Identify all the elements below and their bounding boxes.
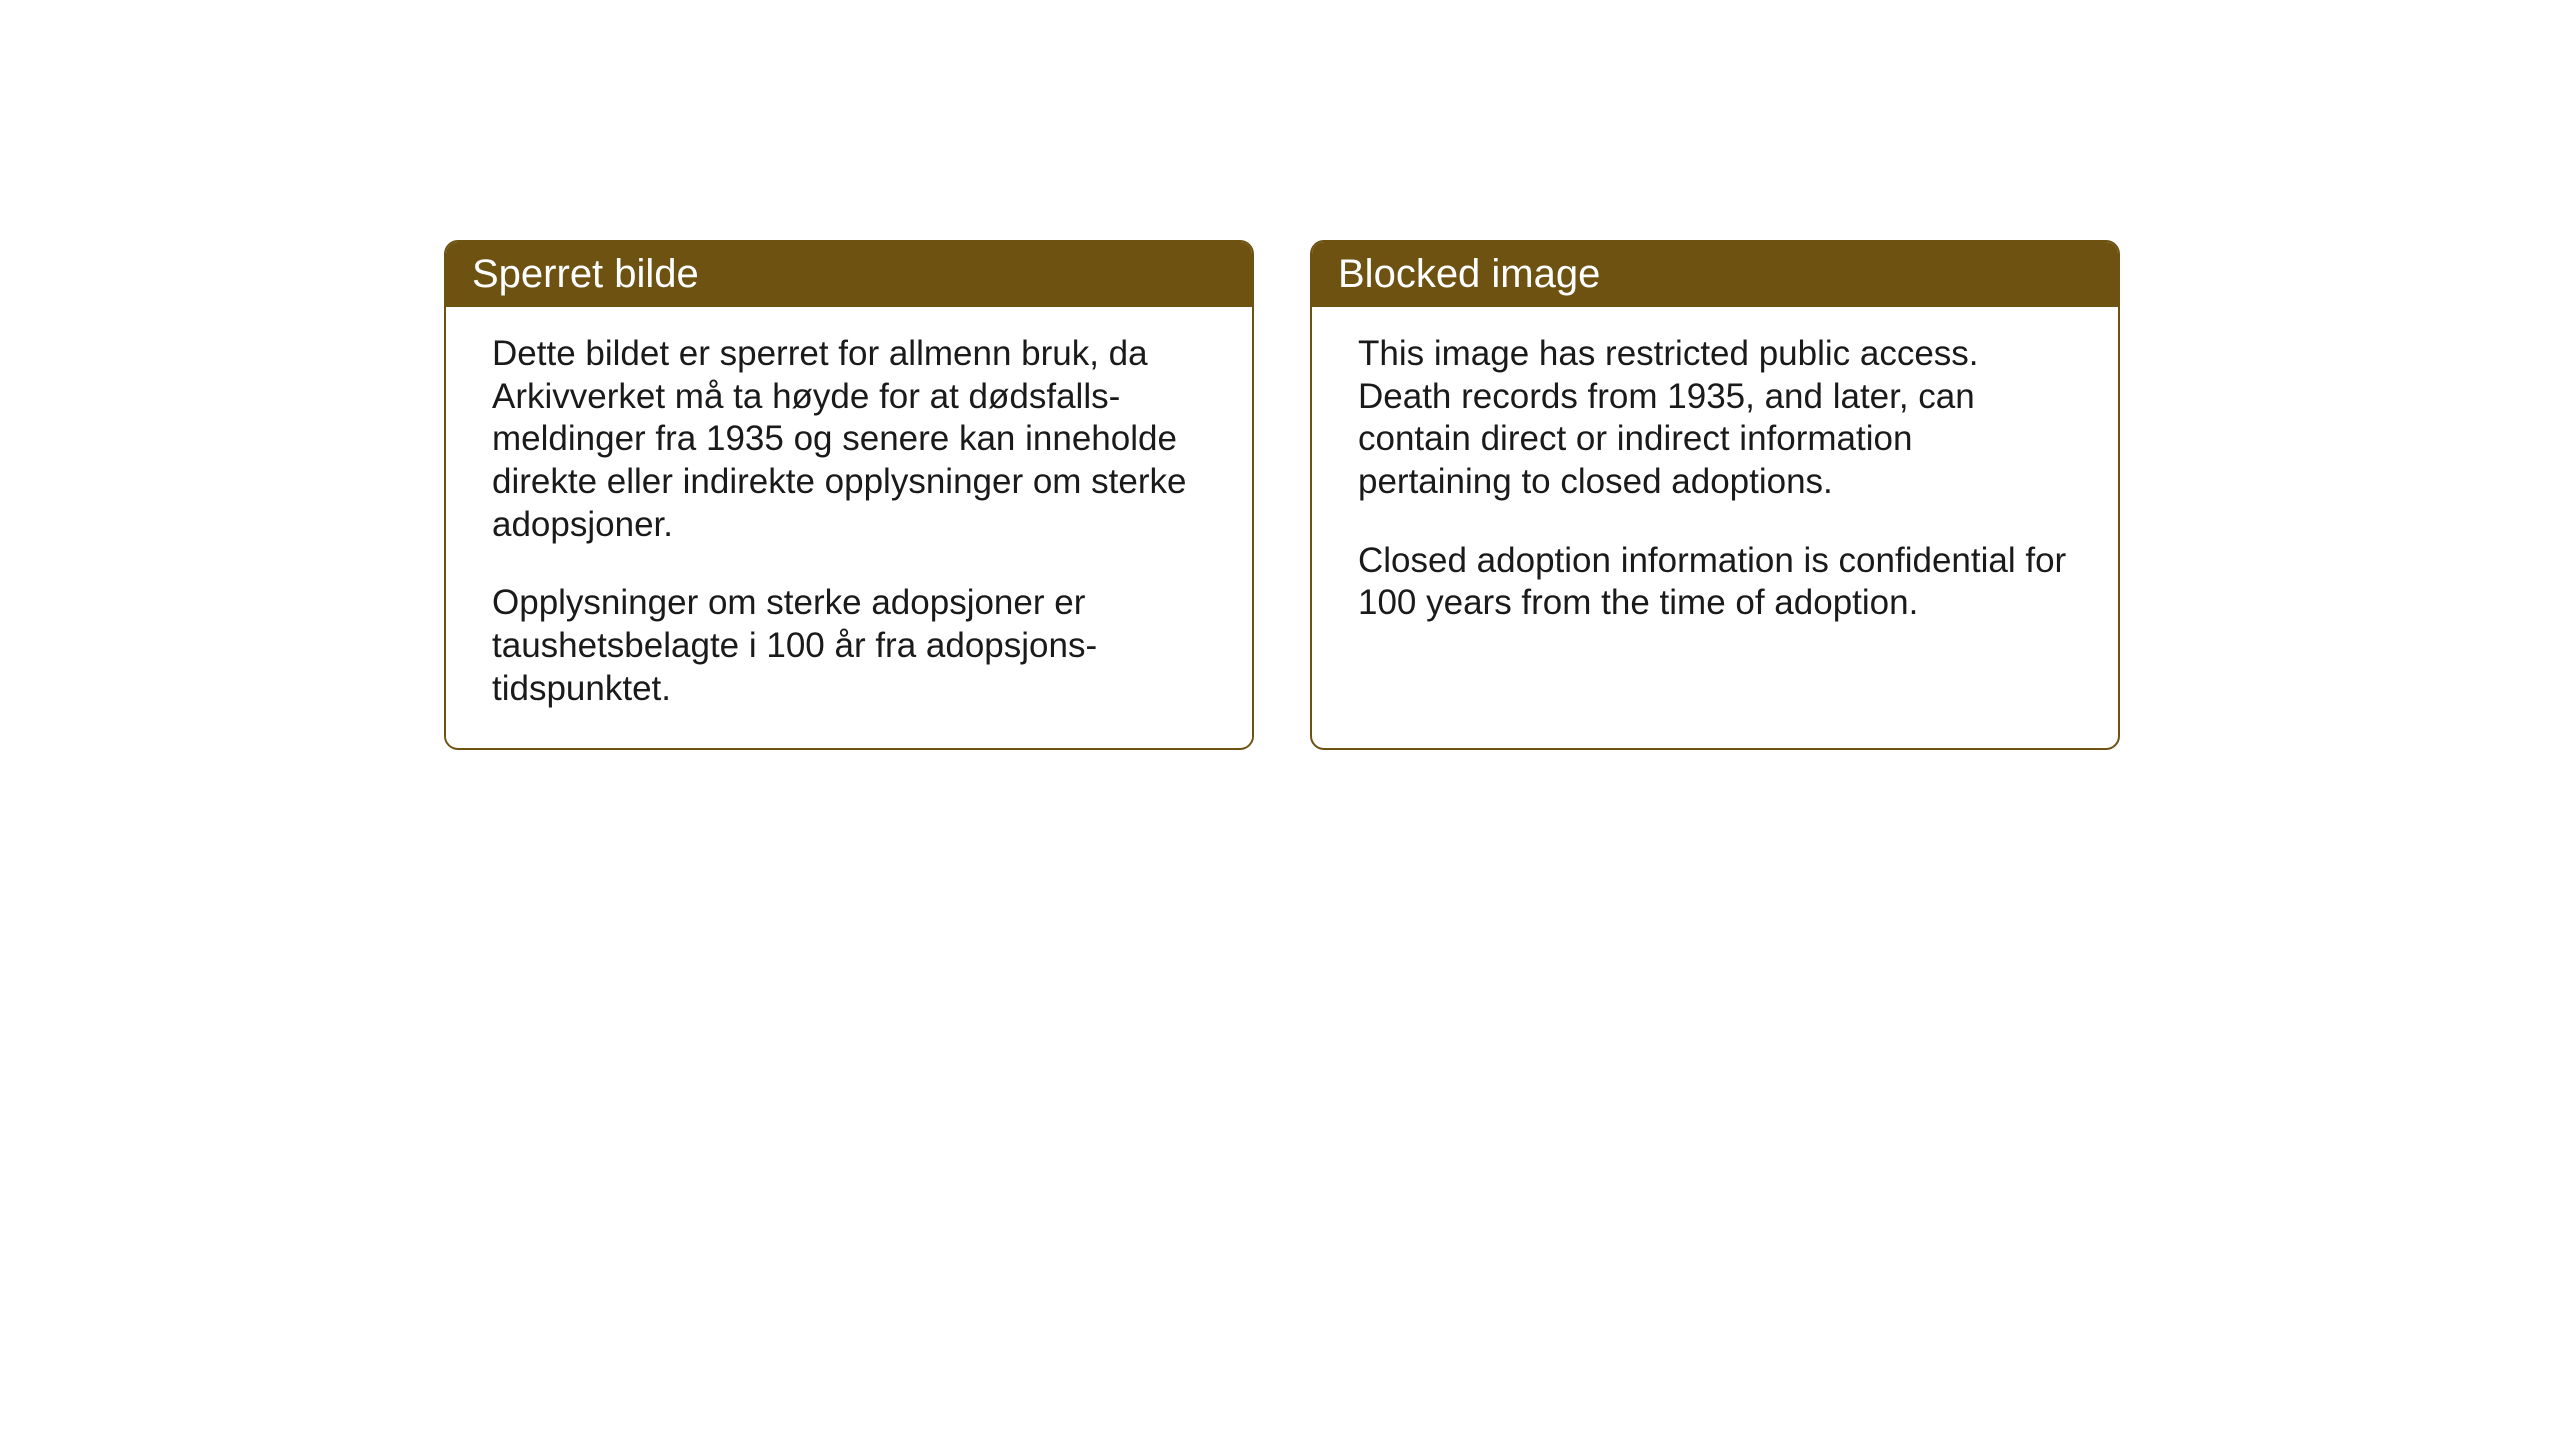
card-body-norwegian: Dette bildet er sperret for allmenn bruk… — [446, 307, 1252, 747]
card-english: Blocked image This image has restricted … — [1310, 240, 2120, 750]
card-para2-norwegian: Opplysninger om sterke adopsjoner er tau… — [492, 582, 1206, 710]
card-body-english: This image has restricted public access.… — [1312, 307, 2118, 661]
card-title-norwegian: Sperret bilde — [472, 252, 699, 296]
card-title-english: Blocked image — [1338, 252, 1600, 296]
card-para2-english: Closed adoption information is confident… — [1358, 540, 2072, 625]
card-para1-norwegian: Dette bildet er sperret for allmenn bruk… — [492, 333, 1206, 546]
card-header-english: Blocked image — [1312, 242, 2118, 307]
card-header-norwegian: Sperret bilde — [446, 242, 1252, 307]
card-para1-english: This image has restricted public access.… — [1358, 333, 2072, 504]
card-norwegian: Sperret bilde Dette bildet er sperret fo… — [444, 240, 1254, 750]
cards-container: Sperret bilde Dette bildet er sperret fo… — [444, 240, 2120, 750]
